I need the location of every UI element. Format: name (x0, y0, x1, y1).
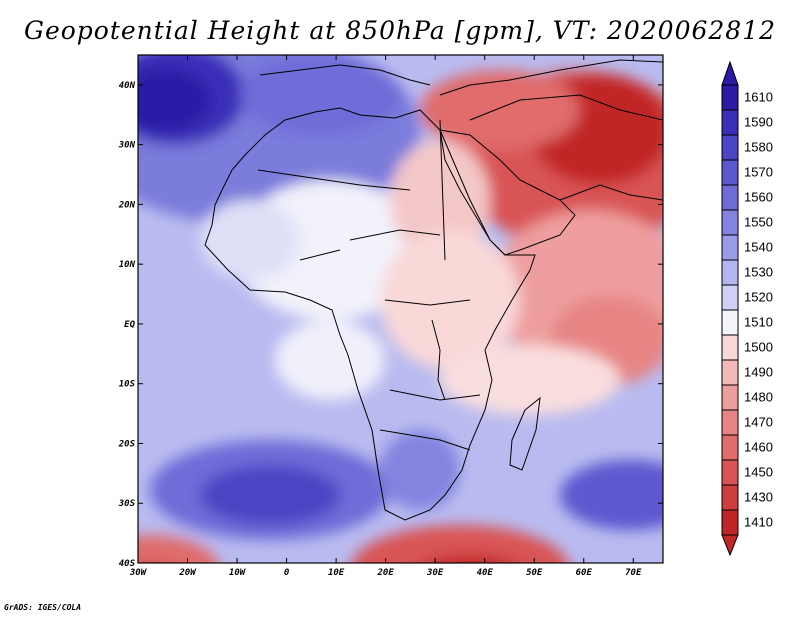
lon-tick-label: 10W (229, 568, 247, 578)
colorbar-bottom-arrow (721, 534, 739, 557)
lon-tick-label: 10E (328, 568, 345, 578)
colorbar-swatch (721, 84, 739, 111)
colorbar-swatch (721, 184, 739, 211)
colorbar-label: 1570 (744, 165, 773, 180)
colorbar-swatch (721, 209, 739, 236)
colorbar-swatch (721, 159, 739, 186)
colorbar-top-arrow (721, 60, 739, 86)
lat-tick-label: EQ (124, 320, 135, 330)
colorbar-label: 1480 (744, 390, 773, 405)
latitude-axis: 40N 30N 20N 10N EQ 10S 20S 30S 40S (118, 81, 663, 569)
lat-tick-label: 20S (118, 439, 136, 449)
colorbar-label: 1490 (744, 365, 773, 380)
colorbar: 1610 1590 1580 1570 1560 1550 1540 1530 1520 1510… (721, 60, 773, 557)
colorbar-swatch (721, 509, 739, 536)
lon-tick-label: 40E (477, 568, 494, 578)
colorbar-label: 1500 (744, 340, 773, 355)
colorbar-label: 1610 (744, 90, 773, 105)
lat-tick-label: 40N (119, 81, 136, 91)
colorbar-swatch (721, 334, 739, 361)
colorbar-label: 1520 (744, 290, 773, 305)
colorbar-label: 1550 (744, 215, 773, 230)
colorbar-swatch (721, 384, 739, 411)
longitude-axis: 30W 20W 10W 0 10E 20E 30E 40E 50E 60E 70E (129, 55, 642, 578)
chart-title: Geopotential Height at 850hPa [gpm], VT:… (23, 16, 777, 45)
colorbar-label: 1510 (744, 315, 773, 330)
lon-tick-label: 20W (178, 568, 197, 578)
colorbar-label: 1410 (744, 515, 773, 530)
lat-tick-label: 10N (119, 260, 136, 270)
lat-tick-label: 40S (119, 559, 136, 569)
colorbar-label: 1590 (744, 115, 773, 130)
lon-tick-label: 0 (284, 568, 290, 578)
colorbar-swatch (721, 409, 739, 436)
lat-tick-label: 30S (118, 499, 136, 509)
lat-tick-label: 30N (118, 141, 136, 151)
colorbar-swatch (721, 484, 739, 511)
colorbar-label: 1460 (744, 440, 773, 455)
colorbar-label: 1560 (744, 190, 773, 205)
lon-tick-label: 60E (576, 568, 593, 578)
lat-tick-label: 20N (118, 200, 136, 210)
colorbar-label: 1430 (744, 490, 773, 505)
coastlines (204, 59, 663, 521)
lon-tick-label: 30W (129, 568, 148, 578)
lon-tick-label: 50E (526, 568, 543, 578)
credit-label: GrADS: IGES/COLA (4, 603, 82, 612)
colorbar-label: 1540 (744, 240, 773, 255)
colorbar-swatch (721, 259, 739, 286)
lat-tick-label: 10S (119, 380, 136, 390)
lon-tick-label: 20E (377, 568, 395, 578)
colorbar-swatch (721, 434, 739, 461)
height-field (138, 55, 663, 563)
lon-tick-label: 70E (625, 568, 642, 578)
colorbar-swatch (721, 109, 739, 136)
colorbar-swatch (721, 459, 739, 486)
colorbar-swatch (721, 134, 739, 161)
colorbar-swatch (721, 234, 739, 261)
colorbar-label: 1450 (744, 465, 773, 480)
colorbar-label: 1530 (744, 265, 773, 280)
plot-frame (137, 54, 664, 564)
colorbar-swatch (721, 284, 739, 311)
lon-tick-label: 30E (426, 568, 444, 578)
colorbar-label: 1580 (744, 140, 773, 155)
colorbar-swatch (721, 359, 739, 386)
colorbar-swatch (721, 309, 739, 336)
colorbar-label: 1470 (744, 415, 773, 430)
